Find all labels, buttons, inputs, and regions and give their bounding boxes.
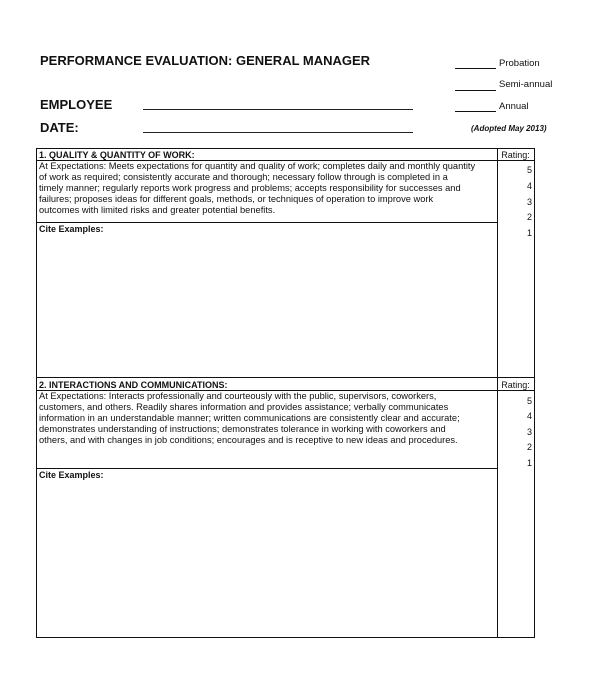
date-label: DATE:	[40, 120, 79, 135]
section-1-rating-label: Rating:	[501, 150, 530, 160]
divider	[36, 160, 535, 161]
semi-annual-label: Semi-annual	[499, 79, 553, 90]
divider	[36, 377, 535, 378]
employee-label: EMPLOYEE	[40, 97, 113, 112]
section-1-cite-examples-field[interactable]	[38, 235, 496, 375]
description-line: of work as required; consistently accura…	[39, 172, 448, 182]
description-line: outcomes with limited risks and greater …	[39, 205, 276, 215]
section-1-cite-label: Cite Examples:	[39, 224, 104, 234]
section-2-rating-5[interactable]: 5	[526, 396, 532, 406]
description-line: At Expectations: Meets expectations for …	[39, 161, 476, 171]
date-field[interactable]	[143, 132, 413, 133]
section-1-rating-5[interactable]: 5	[526, 165, 532, 175]
section-2-rating-1[interactable]: 1	[526, 458, 532, 468]
evaluation-table	[36, 148, 535, 638]
divider	[36, 468, 497, 469]
description-line: information in an understandable manner;…	[39, 413, 460, 423]
section-2-rating-label: Rating:	[501, 380, 530, 390]
description-line: At Expectations: Interacts professionall…	[39, 391, 437, 401]
section-1-rating-2[interactable]: 2	[526, 212, 532, 222]
divider	[36, 222, 497, 223]
description-line: demonstrates understanding of instructio…	[39, 424, 446, 434]
section-2-heading: 2. INTERACTIONS AND COMMUNICATIONS:	[39, 380, 228, 390]
adopted-note: (Adopted May 2013)	[471, 124, 547, 133]
section-2-cite-label: Cite Examples:	[39, 470, 104, 480]
form-title: PERFORMANCE EVALUATION: GENERAL MANAGER	[40, 53, 371, 68]
annual-label: Annual	[499, 101, 529, 112]
section-1-description: At Expectations: Meets expectations for …	[39, 161, 475, 216]
description-line: timely manner; regularly reports work pr…	[39, 183, 461, 193]
rating-column-divider	[497, 148, 498, 638]
section-2-rating-2[interactable]: 2	[526, 442, 532, 452]
description-line: others, and with changes in job conditio…	[39, 435, 458, 445]
description-line: customers, and others. Readily shares in…	[39, 402, 449, 412]
section-1-rating-1[interactable]: 1	[526, 228, 532, 238]
employee-field[interactable]	[143, 109, 413, 110]
description-line: failures; proposes ideas for different g…	[39, 194, 434, 204]
divider	[36, 390, 535, 391]
section-2-rating-4[interactable]: 4	[526, 411, 532, 421]
section-2-description: At Expectations: Interacts professionall…	[39, 391, 460, 446]
section-1-rating-3[interactable]: 3	[526, 197, 532, 207]
probation-checkline[interactable]	[455, 68, 496, 69]
section-2-rating-3[interactable]: 3	[526, 427, 532, 437]
section-2-cite-examples-field[interactable]	[38, 481, 496, 636]
semi-annual-checkline[interactable]	[455, 90, 496, 91]
section-1-rating-4[interactable]: 4	[526, 181, 532, 191]
section-1-heading: 1. QUALITY & QUANTITY OF WORK:	[39, 150, 195, 160]
probation-label: Probation	[499, 58, 540, 69]
annual-checkline[interactable]	[455, 111, 496, 112]
